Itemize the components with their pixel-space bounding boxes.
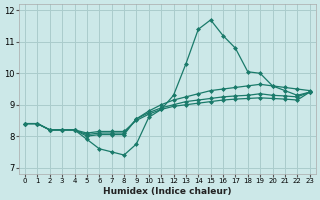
X-axis label: Humidex (Indice chaleur): Humidex (Indice chaleur) bbox=[103, 187, 232, 196]
